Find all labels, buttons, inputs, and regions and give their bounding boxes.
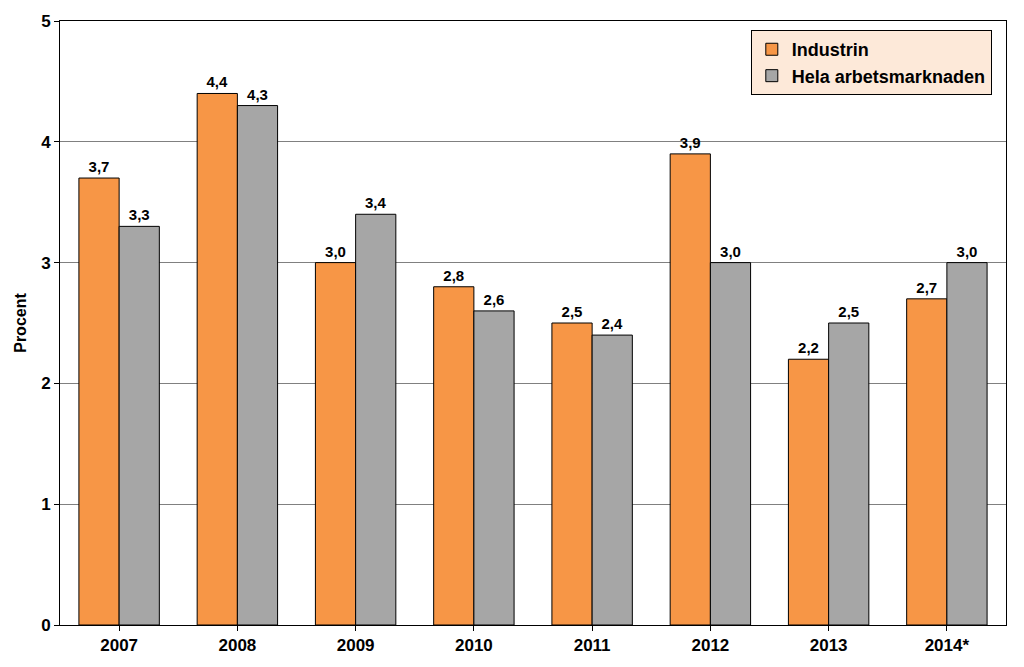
svg-text:3,3: 3,3 xyxy=(129,206,150,223)
svg-text:3,0: 3,0 xyxy=(720,243,741,260)
svg-text:3,9: 3,9 xyxy=(680,134,701,151)
svg-text:0: 0 xyxy=(41,616,50,635)
svg-text:3,0: 3,0 xyxy=(957,243,978,260)
svg-text:Procent: Procent xyxy=(12,293,29,353)
svg-text:2,2: 2,2 xyxy=(798,339,819,356)
svg-text:3: 3 xyxy=(41,254,50,273)
svg-text:2: 2 xyxy=(41,374,50,393)
svg-text:4,3: 4,3 xyxy=(247,86,268,103)
svg-text:2,5: 2,5 xyxy=(562,303,583,320)
svg-text:3,4: 3,4 xyxy=(365,194,387,211)
svg-text:2012: 2012 xyxy=(691,636,729,655)
svg-text:1: 1 xyxy=(41,495,50,514)
svg-text:2010: 2010 xyxy=(455,636,493,655)
svg-text:2009: 2009 xyxy=(337,636,375,655)
svg-text:2,6: 2,6 xyxy=(484,291,505,308)
svg-text:2013: 2013 xyxy=(810,636,848,655)
svg-text:2014*: 2014* xyxy=(925,636,970,655)
svg-text:Industrin: Industrin xyxy=(792,40,869,60)
svg-text:2,8: 2,8 xyxy=(443,267,464,284)
svg-text:4: 4 xyxy=(41,133,51,152)
svg-text:2,4: 2,4 xyxy=(601,315,623,332)
svg-text:2,5: 2,5 xyxy=(838,303,859,320)
svg-text:2,7: 2,7 xyxy=(916,279,937,296)
svg-text:2007: 2007 xyxy=(100,636,138,655)
svg-text:Hela arbetsmarknaden: Hela arbetsmarknaden xyxy=(792,67,985,87)
svg-text:2008: 2008 xyxy=(218,636,256,655)
svg-text:3,7: 3,7 xyxy=(89,158,110,175)
svg-text:3,0: 3,0 xyxy=(325,243,346,260)
svg-text:4,4: 4,4 xyxy=(207,73,229,90)
svg-text:2011: 2011 xyxy=(574,636,611,655)
svg-text:5: 5 xyxy=(41,12,50,31)
